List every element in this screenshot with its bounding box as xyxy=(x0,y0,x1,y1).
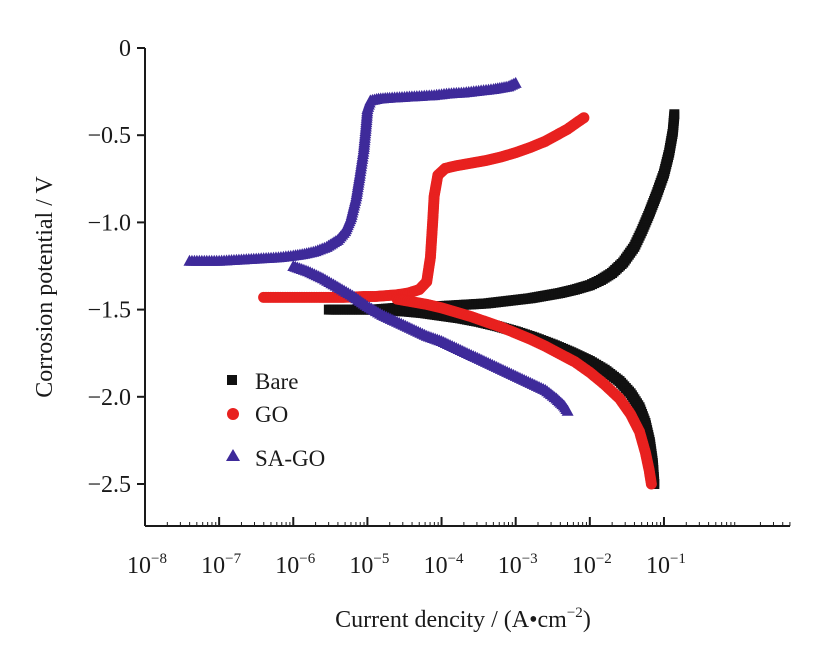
x-axis-title-close: ) xyxy=(583,607,591,633)
x-tick-label: 10−7 xyxy=(201,551,241,579)
data-point xyxy=(669,109,680,120)
y-tick-label: −2.0 xyxy=(87,385,131,411)
legend-marker-bare xyxy=(227,375,237,385)
y-tick-label: −1.0 xyxy=(87,210,131,236)
data-point xyxy=(561,404,574,416)
y-axis-title: Corrosion potential / V xyxy=(32,176,58,398)
data-point xyxy=(645,478,657,490)
legend-entry-sa-go: SA-GO xyxy=(226,446,325,471)
legend-label-go: GO xyxy=(255,402,288,427)
series-go xyxy=(258,112,657,490)
x-axis-title-exponent: −2 xyxy=(567,605,583,621)
legend-entry-bare: Bare xyxy=(227,369,298,394)
y-tick-label: −1.5 xyxy=(87,298,131,324)
legend-label-bare: Bare xyxy=(255,369,298,394)
data-point xyxy=(509,76,522,88)
y-tick-label: 0 xyxy=(119,36,131,62)
x-tick-label: 10−2 xyxy=(572,551,612,579)
x-axis-ticks: 10−8 10−7 10−6 10−5 10−4 10−3 10−2 10−1 xyxy=(127,517,791,579)
legend-entry-go: GO xyxy=(227,402,288,427)
y-tick-label: −0.5 xyxy=(87,123,131,149)
x-tick-label: 10−6 xyxy=(275,551,315,579)
legend-label-sa-go: SA-GO xyxy=(255,446,325,471)
legend: Bare GO SA-GO xyxy=(226,369,325,471)
y-axis-ticks: 0 −0.5 −1.0 −1.5 −2.0 −2.5 xyxy=(87,36,145,498)
y-tick-label: −2.5 xyxy=(87,472,131,498)
x-axis-title: Current dencity / (A•cm−2) xyxy=(335,605,591,633)
plot-area xyxy=(183,76,680,490)
x-tick-label: 10−5 xyxy=(349,551,389,579)
x-tick-label: 10−8 xyxy=(127,551,167,579)
x-axis-title-main: Current dencity / (A•cm xyxy=(335,607,567,633)
series-sa-go xyxy=(183,76,574,416)
x-tick-label: 10−4 xyxy=(424,551,464,579)
x-tick-label: 10−1 xyxy=(646,551,686,579)
legend-marker-go xyxy=(227,408,239,420)
legend-marker-sa-go xyxy=(226,449,240,461)
data-point xyxy=(578,112,590,124)
x-tick-label: 10−3 xyxy=(498,551,538,579)
